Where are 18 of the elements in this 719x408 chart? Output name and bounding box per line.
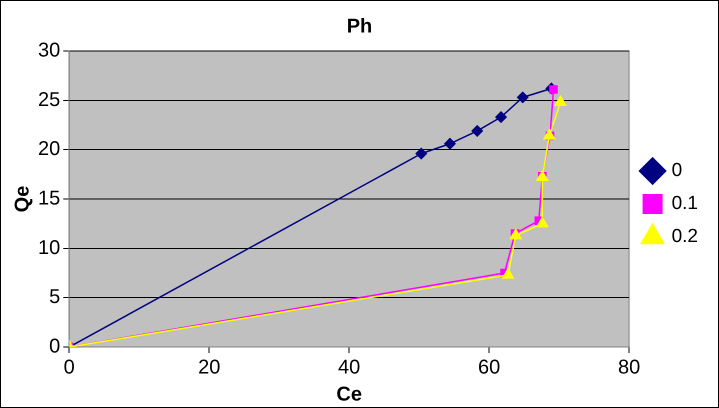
x-axis-title: Ce: [336, 384, 362, 406]
y-tick-label: 20: [38, 138, 60, 160]
x-tick-label: 0: [64, 356, 75, 379]
y-tick-label: 15: [38, 188, 60, 210]
x-tick-label: 80: [618, 356, 640, 379]
chart-title: Ph: [346, 16, 372, 38]
y-tick-label: 5: [49, 286, 60, 308]
x-tick-label: 40: [338, 356, 360, 379]
x-tick-label: 20: [198, 356, 220, 379]
legend-label: 0: [672, 160, 682, 182]
legend-label: 0.1: [672, 193, 698, 214]
y-tick-label: 25: [38, 88, 60, 111]
x-tick-label: 60: [478, 356, 500, 379]
y-tick-label: 0: [49, 336, 60, 358]
y-axis-title: Qe: [12, 186, 34, 212]
y-tick-label: 30: [38, 40, 60, 62]
y-tick-label: 10: [38, 236, 60, 259]
legend-label: 0.2: [672, 226, 698, 248]
